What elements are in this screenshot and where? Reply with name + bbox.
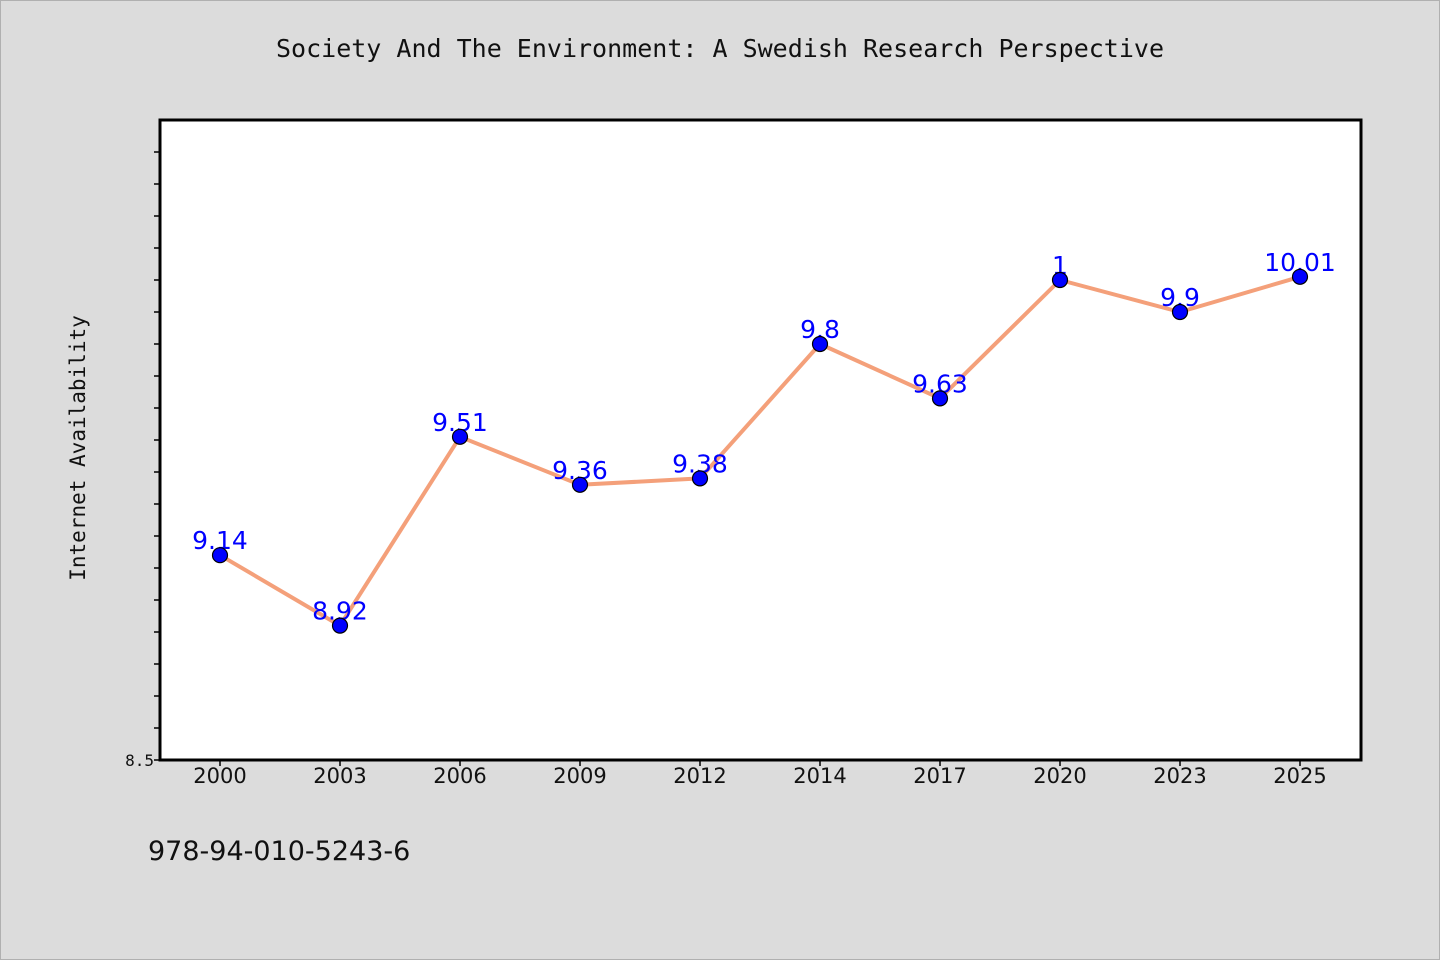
x-tick-label: 2000 bbox=[193, 764, 246, 788]
x-tick-label: 2014 bbox=[793, 764, 846, 788]
y-axis-ticks bbox=[154, 151, 160, 761]
series-line bbox=[218, 274, 1301, 628]
data-point bbox=[811, 335, 829, 353]
data-point bbox=[211, 547, 229, 564]
x-axis-ticks: 2000 2003 2006 2009 2012 2014 2017 2020 2023 2025 bbox=[193, 760, 1327, 788]
y-axis-label: Internet Availability bbox=[66, 315, 90, 581]
data-point bbox=[931, 390, 949, 407]
x-tick-label: 2025 bbox=[1273, 764, 1326, 788]
chart-title: Society And The Environment: A Swedish R… bbox=[275, 34, 1165, 63]
isbn-text: 978-94-010-5243-6 bbox=[148, 836, 411, 867]
data-markers bbox=[211, 268, 1309, 634]
data-point bbox=[1291, 268, 1309, 285]
x-tick-label: 2003 bbox=[313, 764, 366, 788]
data-point bbox=[691, 470, 709, 487]
data-point bbox=[331, 617, 349, 634]
x-tick-label: 2012 bbox=[673, 764, 726, 788]
x-tick-label: 2023 bbox=[1153, 764, 1206, 788]
x-tick-label: 2020 bbox=[1033, 764, 1086, 788]
y-axis-tick-labels: 8.5 bbox=[125, 751, 154, 770]
plot-area bbox=[158, 118, 1363, 762]
data-label: 1 bbox=[1052, 251, 1068, 280]
y-tick-label: 8.5 bbox=[125, 751, 154, 770]
data-point bbox=[1051, 271, 1069, 289]
x-tick-label: 2017 bbox=[913, 764, 966, 788]
data-point bbox=[1171, 303, 1189, 321]
x-tick-label: 2006 bbox=[433, 764, 486, 788]
data-point bbox=[451, 428, 469, 445]
data-point bbox=[571, 476, 589, 493]
x-tick-label: 2009 bbox=[553, 764, 606, 788]
